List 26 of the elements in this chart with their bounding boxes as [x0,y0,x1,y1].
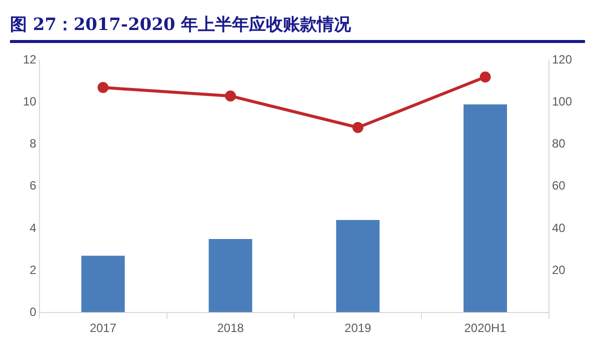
point [98,82,109,94]
y2-tick-label: 100 [552,94,572,109]
bar [208,238,252,312]
x-tick-label: 2019 [344,321,372,336]
y-tick-label: 2 [30,262,37,277]
point [224,90,236,102]
chart-title: 图 27：2017-2020 年上半年应收账款情况 [10,14,585,43]
y-tick-label: 6 [30,178,37,193]
bar [336,220,380,312]
y-tick-label: 12 [22,52,37,67]
x-tick-label: 2020H1 [464,321,507,336]
point [480,72,491,83]
x-tick-label: 2018 [217,321,244,336]
y2-tick-label: 20 [552,262,566,277]
y2-tick-label: 40 [552,220,566,235]
y-tick-label: 10 [22,94,37,109]
bar [81,256,125,312]
y2-tick-label: 120 [552,52,572,67]
point [352,122,364,134]
y2-tick-label: 80 [552,136,566,151]
y-tick-label: 4 [30,220,37,235]
x-tick-label: 2017 [90,321,117,336]
y-tick-label: 8 [30,136,37,151]
y2-tick-label: 60 [552,178,566,193]
y-tick-label: 0 [30,304,37,319]
bar [464,104,507,312]
